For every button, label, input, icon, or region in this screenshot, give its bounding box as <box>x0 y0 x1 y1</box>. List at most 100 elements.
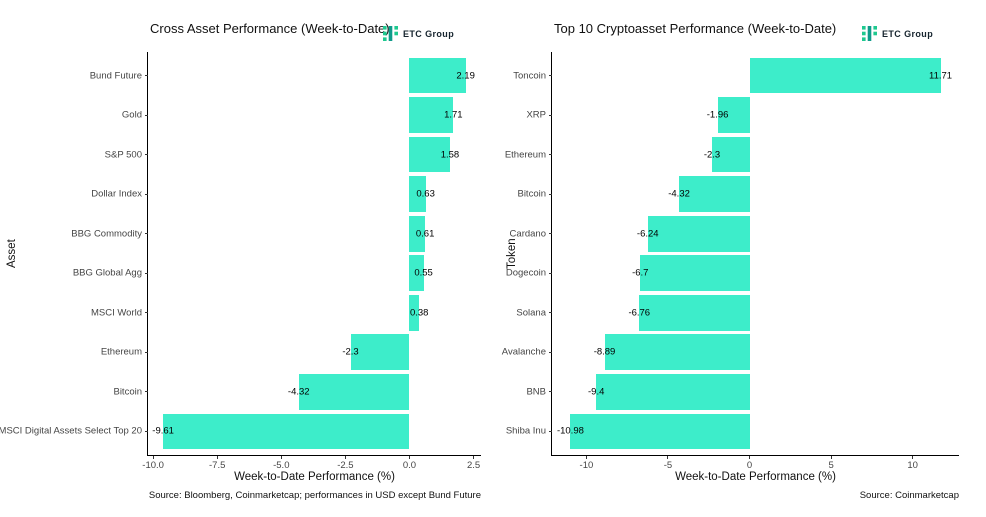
bar-value-label: -8.89 <box>593 346 616 358</box>
y-category-label: Avalanche <box>501 346 546 358</box>
bar <box>749 57 941 94</box>
etc-group-logo-label: ETC Group <box>403 28 455 39</box>
bar-value-label: -4.32 <box>287 386 310 398</box>
etc-group-logo-icon <box>383 26 398 41</box>
y-tick-mark <box>145 114 148 116</box>
y-tick-mark <box>145 75 148 77</box>
y-tick-mark <box>145 391 148 393</box>
source-caption: Source: Bloomberg, Coinmarketcap; perfor… <box>148 490 481 501</box>
bar-value-label: -2.3 <box>703 149 721 161</box>
x-tick-mark <box>344 456 346 459</box>
bar-value-label: -4.32 <box>668 188 690 200</box>
bar <box>409 136 450 173</box>
bar <box>350 334 410 371</box>
bar <box>409 215 426 252</box>
bar <box>409 176 426 212</box>
x-tick-label: -5 <box>663 460 673 471</box>
bar-value-label: 11.71 <box>929 70 953 82</box>
y-tick-mark <box>549 312 552 314</box>
y-tick-mark <box>145 351 148 353</box>
y-tick-mark <box>549 351 552 353</box>
bar <box>409 97 454 133</box>
x-tick-mark <box>749 456 751 459</box>
x-tick-label: 2.5 <box>466 460 481 471</box>
y-tick-mark <box>549 75 552 77</box>
bar <box>298 374 410 410</box>
y-category-label: BBG Global Agg <box>72 267 142 279</box>
bar <box>163 413 410 450</box>
x-tick-label: 5 <box>828 460 834 471</box>
x-tick-label: -10 <box>579 460 594 471</box>
y-category-label: Shiba Inu <box>505 425 546 437</box>
y-tick-mark <box>145 312 148 314</box>
x-axis-line <box>551 455 959 457</box>
y-tick-mark <box>549 154 552 156</box>
y-category-label: Solana <box>516 307 546 319</box>
x-tick-label: -10.0 <box>142 460 164 471</box>
bar-value-label: 0.61 <box>415 228 435 240</box>
y-tick-mark <box>549 233 552 235</box>
bar-value-label: 1.58 <box>440 149 460 161</box>
x-tick-mark <box>830 456 832 459</box>
x-tick-mark <box>912 456 914 459</box>
bar <box>647 215 750 252</box>
x-tick-label: 0.0 <box>402 460 417 471</box>
chart-title: Cross Asset Performance (Week-to-Date) <box>150 21 390 36</box>
bar <box>409 255 424 292</box>
y-tick-mark <box>145 193 148 195</box>
y-category-label: Cardano <box>509 228 546 240</box>
x-tick-mark <box>667 456 669 459</box>
bar-value-label: 2.19 <box>456 70 475 82</box>
bar <box>639 294 750 331</box>
bar-value-label: -1.96 <box>706 109 729 121</box>
x-tick-label: -2.5 <box>337 460 354 471</box>
bar-value-label: 0.55 <box>414 267 433 279</box>
y-axis-title: Asset <box>6 239 18 268</box>
y-category-label: Ethereum <box>504 149 546 161</box>
y-tick-mark <box>549 114 552 116</box>
y-category-label: BBG Commodity <box>71 228 142 240</box>
y-tick-mark <box>145 272 148 274</box>
y-category-label: MSCI World <box>90 307 142 319</box>
chart-cross-asset-performance: Cross Asset Performance (Week-to-Date) E… <box>0 21 481 501</box>
bar <box>679 176 750 212</box>
y-category-label: Toncoin <box>513 70 546 82</box>
y-tick-mark <box>549 272 552 274</box>
bar-value-label: 0.63 <box>416 188 435 200</box>
x-tick-label: -5.0 <box>273 460 290 471</box>
y-tick-mark <box>145 430 148 432</box>
chart-top10-cryptoasset-performance: Top 10 Cryptoasset Performance (Week-to-… <box>493 0 986 517</box>
bar <box>604 334 750 371</box>
x-tick-label: -7.5 <box>209 460 226 471</box>
y-category-label: Dogecoin <box>505 267 546 279</box>
bar-value-label: -6.24 <box>636 228 659 240</box>
bar <box>640 255 750 292</box>
bar <box>570 413 750 450</box>
y-category-label: S&P 500 <box>104 149 142 161</box>
y-tick-mark <box>549 391 552 393</box>
x-tick-mark <box>585 456 587 459</box>
x-axis-line <box>147 455 481 457</box>
x-tick-mark <box>280 456 282 459</box>
y-category-label: BNB <box>526 386 546 398</box>
etc-group-logo-label: ETC Group <box>882 28 934 39</box>
y-tick-mark <box>145 154 148 156</box>
y-tick-mark <box>549 193 552 195</box>
bar <box>409 57 466 94</box>
y-tick-mark <box>145 233 148 235</box>
bar <box>712 136 750 173</box>
bar-value-label: -2.3 <box>342 346 359 358</box>
x-tick-mark <box>408 456 410 459</box>
y-category-label: XRP <box>526 109 546 121</box>
x-tick-mark <box>152 456 154 459</box>
y-tick-mark <box>549 430 552 432</box>
x-tick-label: 10 <box>907 460 918 471</box>
bar-value-label: -6.76 <box>628 307 651 319</box>
x-axis-title: Week-to-Date Performance (%) <box>234 471 395 483</box>
y-axis-line <box>147 52 149 456</box>
y-category-label: Ethereum <box>100 346 142 358</box>
y-axis-line <box>551 52 553 456</box>
bar-value-label: -6.7 <box>632 267 649 279</box>
bar-value-label: -9.61 <box>152 425 174 437</box>
